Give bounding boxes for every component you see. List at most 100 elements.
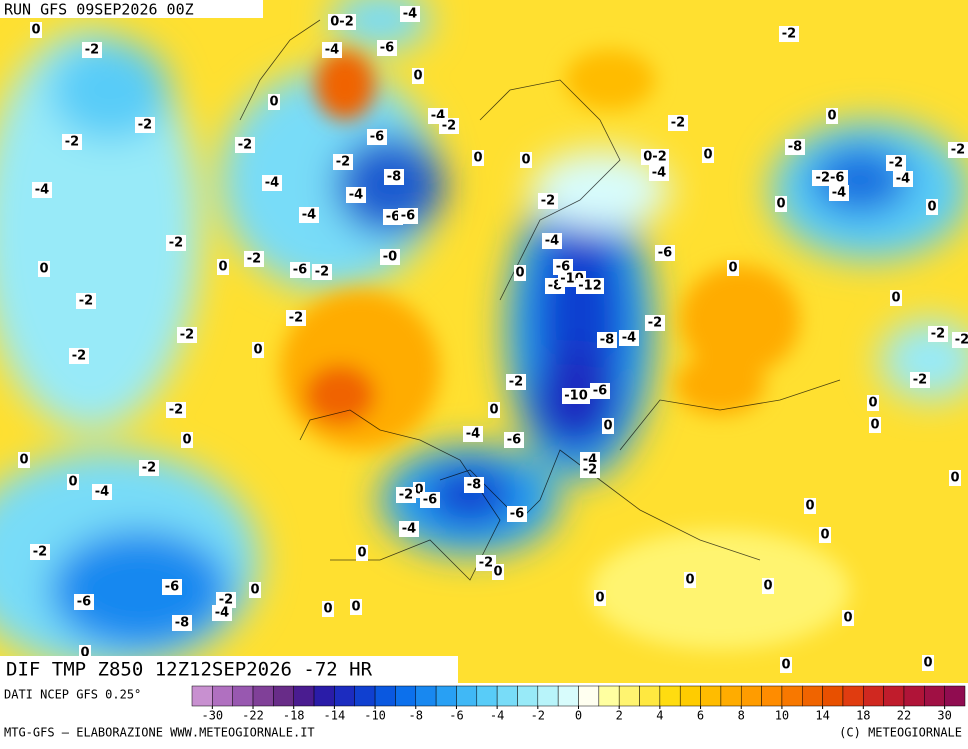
colorbar-tick-label: 18 — [856, 709, 870, 723]
contour-label: -0 — [383, 250, 397, 265]
contour-label: -2 — [951, 143, 965, 158]
contour-label-box — [812, 170, 848, 186]
contour-label: -2 — [583, 463, 597, 478]
contour-label-box — [18, 452, 30, 468]
colorbar-tick-label: 30 — [937, 709, 951, 723]
contour-label: -6 — [293, 263, 307, 278]
contour-label-box — [645, 315, 665, 331]
contour-label-box — [252, 342, 264, 358]
contour-label: -2 — [336, 155, 350, 170]
contour-label: -2 — [289, 311, 303, 326]
contour-label-box — [177, 327, 197, 343]
colorbar-swatch — [273, 685, 294, 707]
colorbar-swatch — [679, 685, 701, 707]
colorbar-swatch — [252, 685, 274, 707]
contour-label: 0 — [703, 148, 712, 163]
contour-label: 0 — [685, 573, 694, 588]
contour-label: -8 — [175, 616, 189, 631]
contour-label-box — [399, 521, 419, 537]
colorbar-tick-label: 8 — [738, 709, 745, 723]
contour-label: -2 — [399, 488, 413, 503]
contour-label: 0 — [820, 528, 829, 543]
contour-label: -4 — [95, 485, 109, 500]
contour-label: -4 — [622, 331, 636, 346]
contour-label-box — [926, 199, 938, 215]
contour-label: -4 — [466, 427, 480, 442]
contour-label: -6 — [423, 493, 437, 508]
contour-label: -6 — [556, 260, 570, 275]
contour-label-box — [217, 259, 229, 275]
colorbar-tick-label: 14 — [815, 709, 829, 723]
contour-label-box — [949, 470, 961, 486]
contour-label: -6 — [77, 595, 91, 610]
colorbar-swatch — [781, 685, 803, 707]
contour-label-box — [384, 169, 404, 185]
contour-label: 0 — [182, 433, 191, 448]
contour-label: -6 — [401, 209, 415, 224]
colorbar-swatch — [740, 685, 762, 707]
colorbar-tick-label: -2 — [531, 709, 545, 723]
contour-label: 0 — [843, 611, 852, 626]
contour-label: -4 — [402, 522, 416, 537]
contour-label: 0 — [489, 403, 498, 418]
contour-label-box — [826, 108, 838, 124]
contour-label: -4 — [652, 166, 666, 181]
colorbar-tick-label: 10 — [775, 709, 789, 723]
contour-label: 0 — [891, 291, 900, 306]
contour-label: 0 — [927, 200, 936, 215]
contour-label-box — [867, 395, 879, 411]
contour-label-box — [30, 22, 42, 38]
map-title: DIF TMP Z850 12Z12SEP2026 -72 HR — [6, 659, 373, 681]
contour-label-box — [520, 152, 532, 168]
contour-label: -8 — [387, 170, 401, 185]
contour-label-box — [928, 326, 948, 342]
contour-label-box — [377, 40, 397, 56]
colorbar-swatch — [212, 685, 233, 707]
contour-label-box — [492, 564, 504, 580]
contour-label-box — [488, 402, 500, 418]
contour-label-box — [439, 118, 459, 134]
colorbar-swatch — [517, 685, 539, 707]
contour-label-box — [396, 487, 416, 503]
contour-label-box — [38, 261, 50, 277]
contour-label: -6 — [380, 41, 394, 56]
contour-label-box — [641, 149, 669, 165]
contour-label: -2 — [219, 593, 233, 608]
contour-label-box — [69, 348, 89, 364]
contour-label: 0 — [253, 343, 262, 358]
contour-label: 0 — [351, 600, 360, 615]
contour-label-box — [542, 233, 562, 249]
contour-label-box — [322, 42, 342, 58]
contour-label-box — [30, 544, 50, 560]
contour-label-box — [504, 432, 524, 448]
contour-label-box — [420, 492, 440, 508]
contour-label-box — [268, 94, 280, 110]
contour-label-box — [412, 68, 424, 84]
contour-label-box — [869, 417, 881, 433]
contour-label: -4 — [35, 183, 49, 198]
contour-label: -2 — [85, 43, 99, 58]
contour-label: 0 — [776, 197, 785, 212]
contour-label: 0 — [595, 591, 604, 606]
contour-label: 0 — [19, 453, 28, 468]
contour-label-box — [172, 615, 192, 631]
colorbar-tick-label: -10 — [364, 709, 386, 723]
contour-label-box — [62, 134, 82, 150]
contour-labels: 0-20-2-4-4 -6-200-2-4-20-2 -2-6-20-2 0-80 0-… — [18, 6, 968, 673]
colorbar-tick-label: -30 — [201, 709, 223, 723]
contour-label-box — [92, 484, 112, 500]
run-box — [0, 0, 263, 18]
colorbar-swatch — [944, 685, 966, 707]
contour-label: 0 — [805, 499, 814, 514]
contour-label: 0 — [868, 396, 877, 411]
contour-label-box — [290, 262, 310, 278]
contour-label-box — [82, 42, 102, 58]
contour-label: -4 — [545, 234, 559, 249]
contour-label-box — [893, 171, 913, 187]
contour-label-box — [562, 388, 590, 404]
colorbar-swatch — [374, 685, 396, 707]
contour-label: -6 — [593, 384, 607, 399]
contour-label: -2 — [442, 119, 456, 134]
contour-label: 0 — [413, 69, 422, 84]
